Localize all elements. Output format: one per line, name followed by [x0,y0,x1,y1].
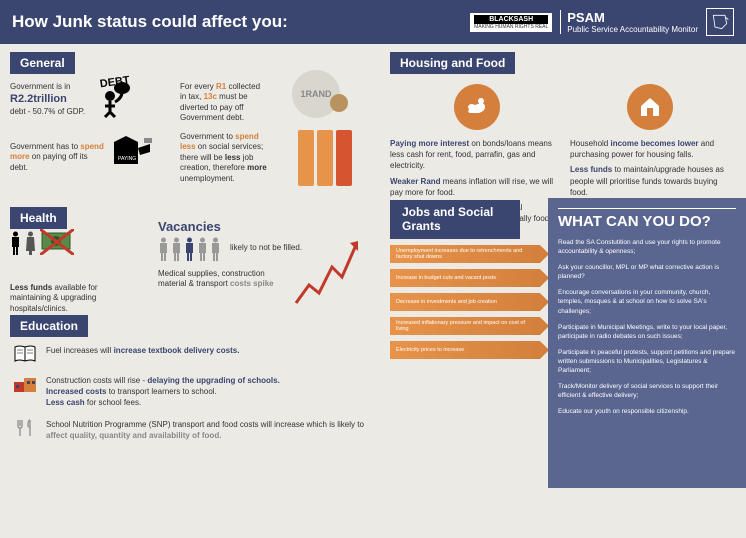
whatcan-item: Read the SA Constutition and use your ri… [558,238,736,256]
arrow-bar [317,130,333,186]
vacancies-header: Vacancies [158,219,221,234]
house-icon [627,84,673,130]
whatcan-item: Participate in Municipal Meetings, write… [558,323,736,341]
paying-icon: PAYING [108,130,156,176]
health-icons [10,229,74,255]
person-icon-highlight [184,237,195,261]
job-bar: Increase in budget cuts and vacant posts [390,269,540,287]
logo-map-icon [706,8,734,36]
job-bar: Decrease in investments and job creation [390,293,540,311]
section-general: General Government is in R2.2trillion de… [10,52,370,207]
spike-arrow-icon [294,235,364,307]
nurse-icon [25,231,36,255]
person-icon [197,237,208,261]
logo-blacksash: BLACKSASH MAKING HUMAN RIGHTS REAL [470,13,552,32]
whatcan-header: WHAT CAN YOU DO? [558,208,736,230]
general-spend-text: Government has to spend more on paying o… [10,142,105,173]
hand-coin-icon [454,84,500,130]
rand-small-coin-icon [330,94,348,112]
person-icon [171,237,182,261]
job-bar: Electricity prices to increase [390,341,540,359]
general-arrows [298,130,352,186]
section-housing: Housing and Food Paying more interest on… [380,44,746,194]
edu-row-textbook: Fuel increases will increase textbook de… [10,343,370,365]
whatcan-item: Participate in peaceful protests, suppor… [558,348,736,375]
section-education: Education Fuel increases will increase t… [10,315,370,441]
doctor-icon [10,231,21,255]
page-title: How Junk status could affect you: [12,12,288,32]
left-column: General Government is in R2.2trillion de… [0,44,380,538]
health-funds-text: Less funds available for maintaining & u… [10,283,140,314]
edu-row-construction: Construction costs will rise - delaying … [10,373,370,409]
education-header: Education [10,315,88,337]
job-bar: Unemployment increases due to retrenchme… [390,245,540,263]
debt-icon: DEBT [90,74,140,126]
jobs-bars: Unemployment increases due to retrenchme… [390,245,540,359]
general-tax-text: For every R1 collected in tax, 13c must … [180,82,265,124]
health-header: Health [10,207,67,229]
svg-text:PAYING: PAYING [118,156,136,162]
jobs-header: Jobs and Social Grants [390,200,520,239]
arrow-bar [298,130,314,186]
section-whatcanyoudo: WHAT CAN YOU DO? Read the SA Constutitio… [548,198,746,488]
section-health: Health Less funds available for maintain… [10,207,370,315]
general-services-text: Government to spend less on social servi… [180,132,275,184]
arrow-bar [336,130,352,186]
book-icon [12,343,38,365]
school-icon [12,373,38,395]
general-header: General [10,52,75,74]
right-column: Housing and Food Paying more interest on… [380,44,746,538]
cutlery-icon [12,417,38,439]
edu-row-nutrition: School Nutrition Programme (SNP) transpo… [10,417,370,441]
whatcan-item: Encourage conversations in your communit… [558,288,736,315]
whatcan-item: Ask your councillor, MPL or MP what corr… [558,263,736,281]
whatcan-item: Track/Monitor delivery of social service… [558,382,736,400]
money-cross-icon [40,229,74,255]
rand-coin-icon: 1RAND [292,70,340,118]
whatcan-item: Educate our youth on responsible citizen… [558,407,736,416]
housing-header: Housing and Food [390,52,515,74]
job-bar: Increased inflationary pressure and impa… [390,317,540,335]
person-icon [210,237,221,261]
content: General Government is in R2.2trillion de… [0,44,746,538]
person-icon [158,237,169,261]
header: How Junk status could affect you: BLACKS… [0,0,746,44]
housing-icons [390,84,736,130]
general-debt-text: Government is in R2.2trillion debt - 50.… [10,82,85,117]
header-logos: BLACKSASH MAKING HUMAN RIGHTS REAL PSAM … [470,8,734,36]
vacancies-people-icons [158,237,221,261]
logo-psam: PSAM Public Service Accountability Monit… [560,10,698,34]
vacancies-spike-text: Medical supplies, construction material … [158,269,278,290]
